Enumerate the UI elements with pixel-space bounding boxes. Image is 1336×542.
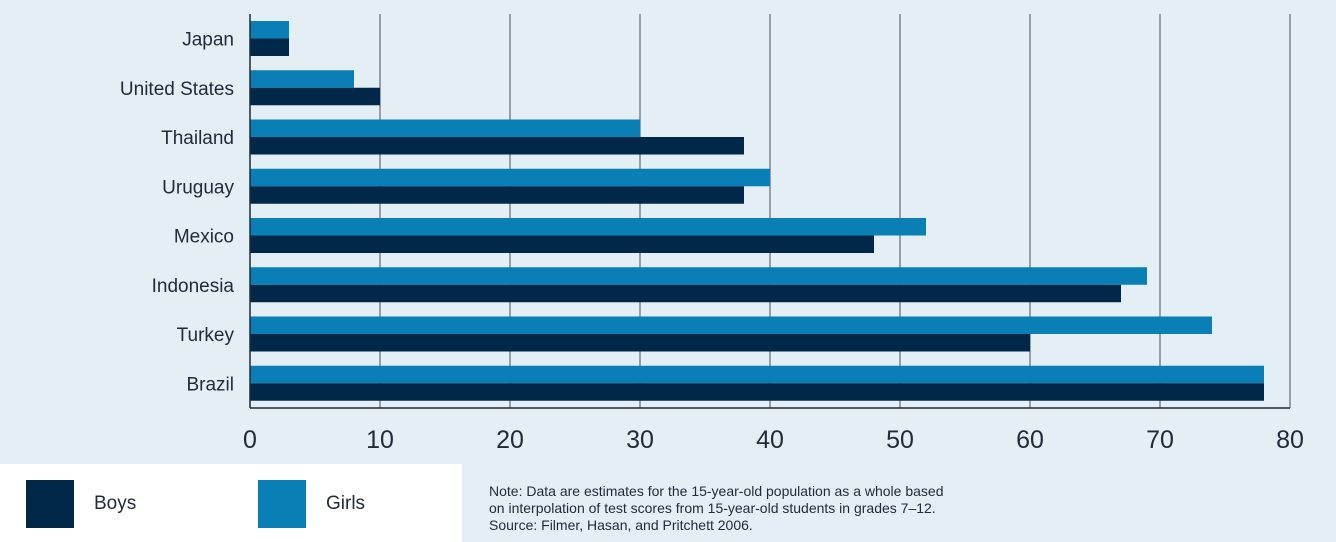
x-tick-label: 40 [756,426,784,454]
bar-girls [250,168,770,187]
x-tick-label: 0 [243,426,257,454]
legend-swatch-girls [258,480,306,528]
x-tick-label: 50 [886,426,914,454]
legend-item-girls: Girls [258,480,365,528]
legend-label-girls: Girls [326,493,366,514]
x-tick-label: 10 [366,426,394,454]
source-note: Note: Data are estimates for the 15-year… [489,483,1109,534]
bar-boys [250,137,744,155]
category-label: Turkey [177,325,235,346]
bar-boys [250,235,874,253]
category-label: Indonesia [152,276,235,297]
category-label: Japan [182,30,234,51]
legend: Boys Girls [0,464,462,542]
x-tick-label: 30 [626,426,654,454]
category-label: Uruguay [162,177,234,198]
note-line: on interpolation of test scores from 15-… [489,500,936,516]
bar-girls [250,119,640,137]
bar-boys [250,334,1030,352]
bar-boys [250,87,380,106]
category-label: United States [120,79,234,100]
x-tick-label: 60 [1016,426,1044,454]
legend-item-boys: Boys [26,480,136,528]
bar-girls [250,218,926,236]
bar-girls [250,316,1212,334]
x-tick-label: 70 [1146,426,1174,454]
bar-boys [250,284,1121,303]
bar-boys [250,38,289,56]
bar-girls [250,70,354,88]
bar-boys [250,383,1264,401]
note-line: Source: Filmer, Hasan, and Pritchett 200… [489,517,753,533]
legend-label-boys: Boys [94,493,137,514]
bar-boys [250,186,744,204]
category-label: Mexico [174,227,234,248]
bar-girls [250,365,1264,384]
category-label: Brazil [186,374,234,395]
note-line: Note: Data are estimates for the 15-year… [489,483,944,499]
bar-chart: Japan United States Thailand Uruguay Mexico I… [120,14,1304,454]
x-tick-label: 20 [496,426,524,454]
category-label: Thailand [161,128,234,149]
bar-girls [250,267,1147,285]
legend-swatch-boys [26,480,74,528]
x-tick-label: 80 [1276,426,1304,454]
bar-girls [250,21,289,39]
